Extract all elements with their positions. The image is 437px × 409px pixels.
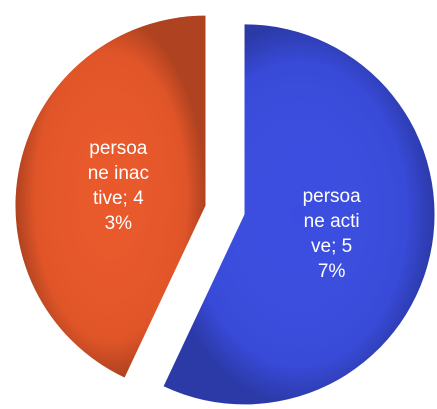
data-label: persoane active; 57%	[302, 185, 361, 282]
slice-shading	[163, 24, 435, 405]
label-box: persoane active; 57%	[300, 179, 364, 289]
label-wrap: persoane inactive; 43%	[87, 131, 149, 241]
label-box: persoane inactive; 43%	[87, 131, 149, 241]
label-wrap: persoane active; 57%	[300, 179, 364, 289]
slice-shading	[15, 15, 206, 378]
data-label: persoane inactive; 43%	[87, 138, 149, 235]
